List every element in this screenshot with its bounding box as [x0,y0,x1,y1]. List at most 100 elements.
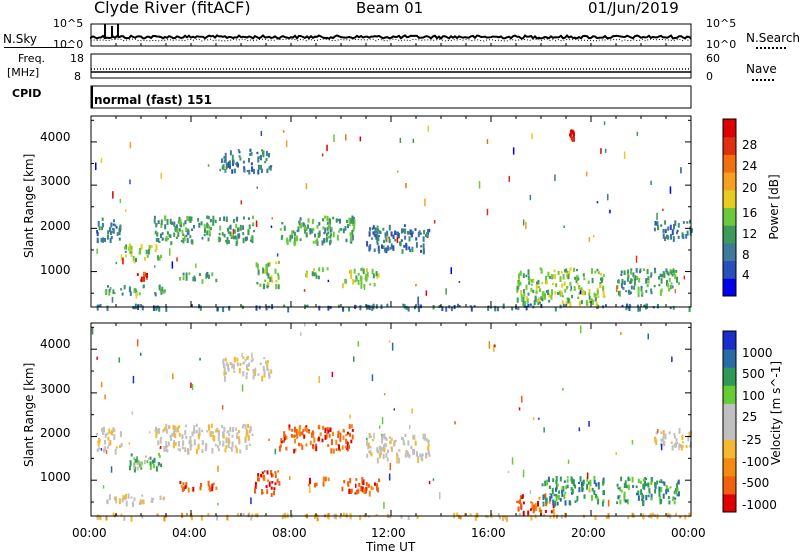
velocity-echo-cell [557,495,560,500]
power-echo-cell [634,276,637,280]
power-echo-cell [158,256,161,261]
velocity-echo-cell [261,489,263,495]
power-echo-cell [277,284,280,290]
power-echo-cell [260,154,262,161]
power-echo-cell [198,304,201,309]
velocity-echo-cell [645,483,648,487]
power-echo-cell [676,231,678,235]
power-echo-cell [193,275,196,281]
velocity-colorbar-segment [723,349,736,368]
velocity-echo-cell [549,493,552,496]
velocity-echo-cell [246,355,249,360]
power-echo-cell [124,254,127,258]
velocity-echo-cell [371,439,374,442]
velocity-echo-cell [114,496,117,501]
velocity-echo-cell [671,445,674,451]
velocity-echo-cell [620,476,623,482]
velocity-echo-cell [605,515,608,520]
power-echo-cell [104,237,106,242]
power-echo-cell [238,233,241,239]
power-echo-cell [166,231,169,235]
power-echo-cell [316,225,319,229]
velocity-echo-cell [318,424,321,428]
power-echo-cell [633,281,636,286]
velocity-echo-cell [223,371,226,376]
velocity-echo-cell [389,440,392,445]
velocity-echo-cell [552,478,555,483]
xtick-0: 00:00 [72,526,107,540]
velocity-echo-cell [383,444,385,450]
velocity-echo-cell [190,382,192,388]
power-echo-cell [568,270,571,276]
velocity-echo-cell [105,450,108,454]
power-echo-cell [588,295,591,300]
velocity-echo-cell [623,497,626,502]
power-echo-cell [189,235,192,239]
power-echo-cell [551,289,554,296]
velocity-echo-cell [658,486,661,492]
velocity-echo-cell [134,459,137,463]
velocity-echo-cell [227,443,230,448]
velocity-echo-cell [270,369,273,374]
power-echo-cell [372,273,375,279]
power-echo-cell [155,244,158,251]
power-echo-cell [218,217,221,221]
velocity-echo-cell [576,495,579,502]
velocity-echo-cell [112,512,115,516]
power-echo-cell [654,221,657,226]
velocity-echo-cell [390,446,393,450]
power-echo-cell [291,235,293,239]
velocity-echo-cell [580,482,583,487]
power-echo-cell [186,237,189,243]
velocity-echo-cell [102,448,105,453]
velocity-echo-cell [225,371,227,375]
power-echo-cell [158,284,161,291]
power-echo-cell [146,254,149,258]
velocity-echo-cell [681,441,684,444]
velocity-echo-cell [200,483,202,487]
velocity-echo-cell [366,453,369,458]
velocity-echo-cell [350,439,353,444]
power-echo-cell [231,154,234,161]
power-echo-cell [418,230,421,233]
velocity-echo-cell [544,509,547,513]
power-echo-cell [413,305,416,310]
power-echo-cell [324,227,327,233]
velocity-echo-cell [654,488,657,494]
velocity-echo-cell [233,370,236,373]
velocity-echo-cell [347,481,350,487]
velocity-echo-cell [174,442,177,446]
power-echo-cell [539,301,541,304]
velocity-echo-cell [104,439,107,445]
power-echo-cell [629,279,632,284]
power-echo-cell [673,224,675,230]
velocity-echo-cell [228,433,231,437]
velocity-echo-cell [148,457,150,460]
velocity-echo-cell [327,477,330,482]
velocity-echo-cell [549,515,552,519]
velocity-echo-cell [349,478,352,484]
power-echo-cell [191,239,194,245]
velocity-echo-cell [274,474,277,478]
power-echo-cell [635,255,638,263]
power-cb-tick-4: 4 [742,268,750,282]
velocity-echo-cell [128,442,131,445]
velocity-echo-cell [262,366,265,371]
power-echo-cell [229,160,231,167]
power-echo-cell [418,306,420,313]
velocity-echo-cell [400,515,403,519]
velocity-echo-cell [346,449,349,452]
velocity-echo-cell [130,453,133,457]
power-echo-cell [222,306,225,313]
velocity-echo-cell [195,448,198,455]
velocity-echo-cell [324,434,327,440]
power-echo-cell [175,236,178,239]
velocity-echo-cell [366,437,368,440]
power-echo-cell [557,292,560,295]
power-echo-cell [530,287,533,292]
power-echo-cell [112,228,115,234]
velocity-echo-cell [129,460,132,467]
velocity-echo-cell [571,478,574,484]
power-echo-cell [201,237,204,240]
velocity-echo-cell [171,432,174,437]
